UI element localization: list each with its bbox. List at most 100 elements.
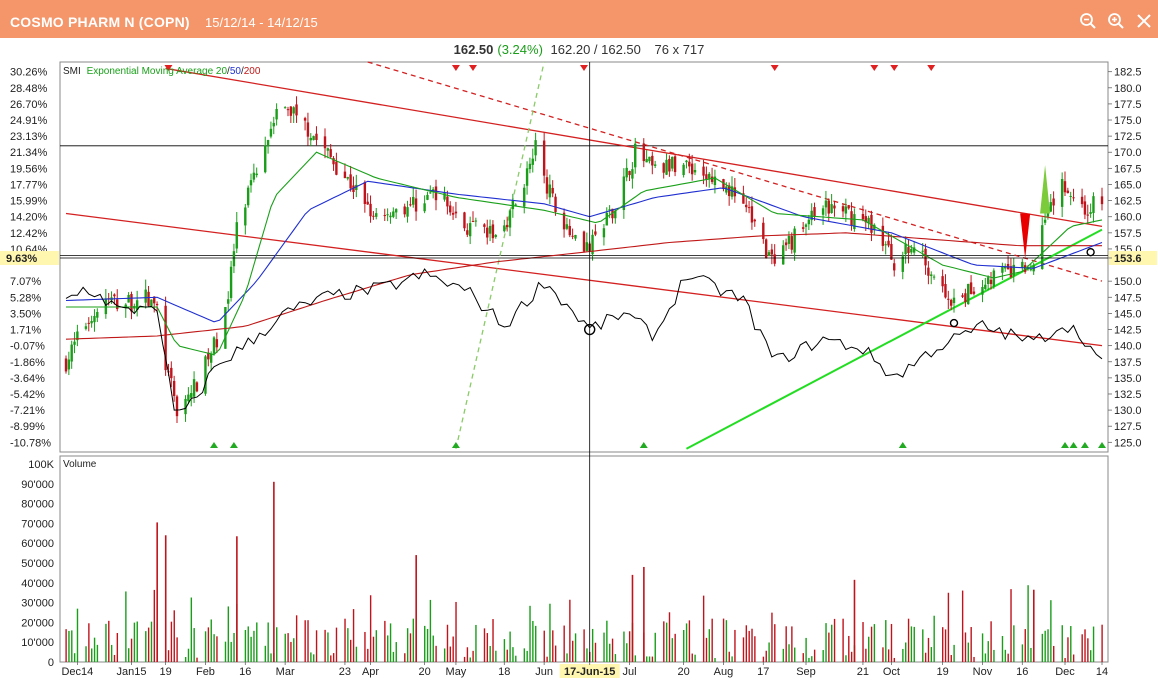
candle-body[interactable] <box>764 239 768 259</box>
candle-body[interactable] <box>585 242 589 251</box>
candle-body[interactable] <box>722 179 725 189</box>
candle-body[interactable] <box>727 185 731 197</box>
candle-body[interactable] <box>742 193 745 204</box>
candle-body[interactable] <box>147 291 150 306</box>
candle-body[interactable] <box>426 194 429 200</box>
trendline-resistance[interactable] <box>165 67 1103 228</box>
sell-signal-icon[interactable] <box>890 65 899 71</box>
candle-body[interactable] <box>582 231 586 252</box>
candle-body[interactable] <box>1086 214 1089 216</box>
candle-body[interactable] <box>688 161 691 167</box>
candle-body[interactable] <box>190 393 193 398</box>
candle-body[interactable] <box>844 206 848 214</box>
candle-body[interactable] <box>150 299 153 306</box>
candle-body[interactable] <box>961 295 964 297</box>
candle-body[interactable] <box>713 176 717 186</box>
candle-body[interactable] <box>434 186 438 201</box>
candle-body[interactable] <box>449 205 452 213</box>
circle-marker[interactable] <box>949 318 959 328</box>
candle-body[interactable] <box>1004 266 1007 269</box>
candle-body[interactable] <box>867 217 870 224</box>
zoom-in-icon[interactable] <box>1107 12 1125 30</box>
candle-body[interactable] <box>1092 196 1095 214</box>
trendline-channel-low[interactable] <box>65 212 1103 347</box>
candle-body[interactable] <box>642 143 645 162</box>
candle-body[interactable] <box>104 298 108 315</box>
candle-body[interactable] <box>372 215 375 217</box>
sell-signal-icon[interactable] <box>927 65 936 71</box>
candle-body[interactable] <box>930 274 933 276</box>
candle-body[interactable] <box>466 230 469 235</box>
sell-signal-icon[interactable] <box>770 65 779 71</box>
candle-body[interactable] <box>787 236 791 244</box>
candle-body[interactable] <box>710 176 714 182</box>
candle-body[interactable] <box>574 234 577 239</box>
candle-body[interactable] <box>745 204 748 208</box>
candle-body[interactable] <box>486 227 489 238</box>
close-icon[interactable] <box>1135 12 1153 30</box>
candle-body[interactable] <box>801 227 805 229</box>
candle-body[interactable] <box>753 219 756 222</box>
candle-body[interactable] <box>235 222 238 249</box>
candle-body[interactable] <box>992 270 996 287</box>
candle-body[interactable] <box>155 303 159 306</box>
candle-body[interactable] <box>893 263 896 271</box>
candle-body[interactable] <box>204 356 207 394</box>
candle-body[interactable] <box>255 173 258 176</box>
candle-body[interactable] <box>682 164 685 176</box>
buy-signal-icon[interactable] <box>1061 442 1069 448</box>
candle-body[interactable] <box>1060 179 1064 207</box>
candle-body[interactable] <box>187 394 190 402</box>
candle-body[interactable] <box>762 222 765 240</box>
candle-body[interactable] <box>326 148 330 151</box>
candle-body[interactable] <box>275 108 278 120</box>
candle-body[interactable] <box>292 107 295 114</box>
candle-body[interactable] <box>944 283 947 298</box>
candle-body[interactable] <box>1012 264 1015 276</box>
candle-body[interactable] <box>309 137 312 141</box>
candle-body[interactable] <box>212 337 216 354</box>
candle-body[interactable] <box>451 212 455 215</box>
candle-body[interactable] <box>130 294 133 312</box>
candle-body[interactable] <box>446 196 449 207</box>
candle-body[interactable] <box>192 379 196 397</box>
candle-body[interactable] <box>383 215 386 217</box>
candle-body[interactable] <box>671 156 674 169</box>
candle-body[interactable] <box>545 177 549 194</box>
candle-body[interactable] <box>113 294 116 297</box>
candle-body[interactable] <box>343 171 347 179</box>
candle-body[interactable] <box>770 249 774 255</box>
candle-body[interactable] <box>810 210 813 221</box>
candle-body[interactable] <box>403 206 406 215</box>
candle-body[interactable] <box>90 321 93 324</box>
candle-body[interactable] <box>227 299 230 304</box>
candle-body[interactable] <box>833 205 836 209</box>
candle-body[interactable] <box>1072 197 1075 199</box>
candle-body[interactable] <box>947 298 950 300</box>
candle-body[interactable] <box>725 186 728 193</box>
candle-body[interactable] <box>153 296 156 304</box>
candle-body[interactable] <box>602 228 606 238</box>
candle-body[interactable] <box>1049 202 1052 212</box>
candle-body[interactable] <box>312 136 315 141</box>
candle-body[interactable] <box>329 149 332 157</box>
candle-body[interactable] <box>463 212 466 229</box>
candle-body[interactable] <box>730 186 734 197</box>
candle-body[interactable] <box>454 211 458 214</box>
candle-body[interactable] <box>1021 261 1024 268</box>
candle-body[interactable] <box>474 220 478 222</box>
candle-body[interactable] <box>70 344 73 362</box>
buy-signal-icon[interactable] <box>639 442 648 448</box>
candle-body[interactable] <box>1043 219 1047 223</box>
candle-body[interactable] <box>355 184 358 190</box>
sell-signal-icon[interactable] <box>451 65 460 71</box>
trendline-resistance[interactable] <box>367 61 1103 282</box>
candle-body[interactable] <box>702 166 705 176</box>
candle-body[interactable] <box>870 214 873 233</box>
candle-body[interactable] <box>847 205 850 209</box>
candle-body[interactable] <box>648 156 651 162</box>
candle-body[interactable] <box>614 210 617 219</box>
candle-body[interactable] <box>170 367 173 379</box>
candle-body[interactable] <box>1046 213 1050 217</box>
candle-body[interactable] <box>932 276 936 278</box>
